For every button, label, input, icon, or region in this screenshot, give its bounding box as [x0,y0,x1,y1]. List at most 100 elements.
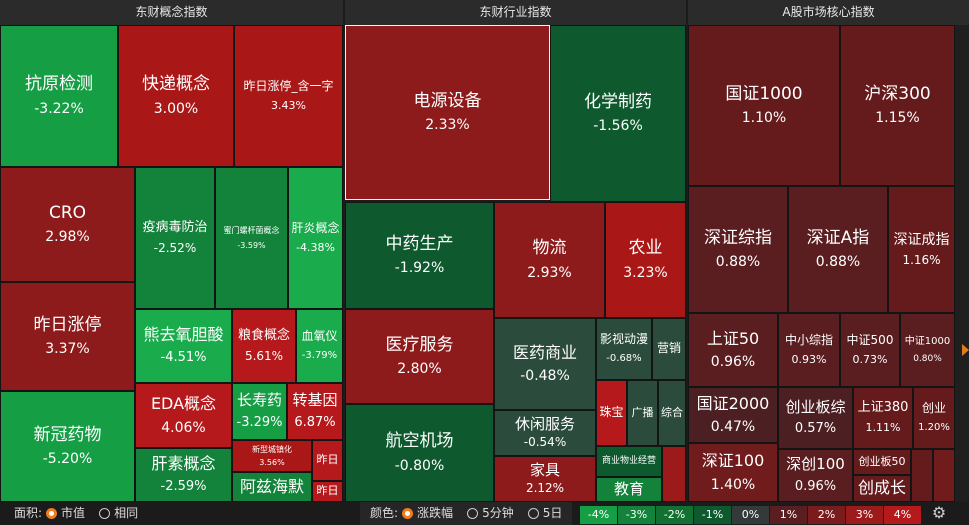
tile-yesterday-small-1[interactable]: 昨日 [312,440,343,481]
color-change-label[interactable]: 涨跌幅 [417,506,454,520]
tile-jewelry[interactable]: 珠宝 [596,380,627,446]
right-edge-strip [955,25,969,502]
tile-comprehensive[interactable]: 综合 [658,380,686,446]
color-change-radio[interactable] [402,508,414,519]
tile-chinext-50[interactable]: 创业板50 [853,449,911,475]
concept-index-header: 东财概念指数 [0,0,343,25]
tile-sz-composite[interactable]: 深证综指 0.88% [688,186,788,313]
tile-change: 3.23% [623,264,668,281]
tile-change: -2.59% [160,478,207,494]
color-5day-label[interactable]: 5日 [542,506,563,520]
tile-name: 肝炎概念 [291,220,340,235]
tile-change: -3.79% [301,350,338,362]
legend-cell: 3% [846,506,883,524]
tile-commercial-property[interactable]: 商业物业经营 [596,446,662,477]
area-control: 面积: 市值 相同 [14,502,138,525]
tile-pharma-commerce[interactable]: 医药商业 -0.48% [494,318,596,410]
tile-change: -0.68% [606,353,642,365]
tile-eda[interactable]: EDA概念 4.06% [135,383,232,448]
tile-szse-100[interactable]: 深证100 1.40% [688,443,778,502]
tile-covid-drugs[interactable]: 新冠药物 -5.20% [0,391,135,502]
tile-csi-1000[interactable]: 中证1000 0.80% [900,313,955,387]
area-marketcap-label[interactable]: 市值 [61,506,86,520]
tile-power-equipment[interactable]: 电源设备 2.33% [345,25,550,200]
color-5day-radio[interactable] [527,508,539,519]
tile-change: -5.20% [42,451,93,468]
tile-tcm-production[interactable]: 中药生产 -1.92% [345,202,494,309]
tile-name: 广播 [631,405,654,419]
tile-small-industry-a[interactable] [662,446,686,502]
tile-name: 昨日涨停 [33,314,102,335]
tile-chinext-composite[interactable]: 创业板综 0.57% [778,387,853,449]
tile-yesterday-limit-up[interactable]: 昨日涨停 3.37% [0,282,135,391]
tile-cni-2000[interactable]: 国证2000 0.47% [688,387,778,443]
settings-gear-icon[interactable]: ⚙ [931,503,947,522]
tile-alzheimer[interactable]: 阿兹海默 [232,472,312,502]
tile-express-delivery[interactable]: 快递概念 3.00% [118,25,234,167]
tile-yesterday-small-2[interactable]: 昨日 [312,481,343,502]
tile-agriculture[interactable]: 农业 3.23% [605,202,686,318]
tile-education[interactable]: 教育 [596,477,662,502]
tile-small-index-a[interactable] [911,449,933,502]
tile-hp-concept[interactable]: 蜜门螺杆菌概念 -3.59% [215,167,288,309]
tile-longevity-drugs[interactable]: 长寿药 -3.29% [232,383,287,440]
legend-cell: 2% [808,506,845,524]
tile-name: 血氧仪 [301,329,338,344]
tile-cro[interactable]: CRO 2.98% [0,167,135,282]
tile-csi-300[interactable]: 沪深300 1.15% [840,25,955,186]
legend-cell: -2% [656,506,693,524]
tile-chinext-growth[interactable]: 创成长 [853,475,911,502]
tile-change: 1.40% [710,476,756,493]
tile-grain[interactable]: 粮食概念 5.61% [232,309,296,383]
tile-name: 疫病毒防治 [142,219,208,235]
tile-csi-500[interactable]: 中证500 0.73% [840,313,900,387]
tile-broadcast[interactable]: 广播 [627,380,658,446]
tile-name: 教育 [613,479,644,498]
tile-medical-services[interactable]: 医疗服务 2.80% [345,309,494,404]
tile-chemical-pharma[interactable]: 化学制药 -1.56% [550,25,686,202]
tile-oximeter[interactable]: 血氧仪 -3.79% [296,309,343,383]
tile-yesterday-limit-up-incl[interactable]: 昨日涨停_含一字 3.43% [234,25,343,167]
tile-name: 家具 [529,460,560,479]
tile-leisure-services[interactable]: 休闲服务 -0.54% [494,410,596,456]
tile-name: 国证1000 [725,83,803,104]
tile-gmo[interactable]: 转基因 6.87% [287,383,343,440]
tile-antigen-test[interactable]: 抗原检测 -3.22% [0,25,118,167]
tile-name: 深证成指 [893,231,950,248]
tile-furniture[interactable]: 家具 2.12% [494,456,596,502]
color-5min-label[interactable]: 5分钟 [482,506,514,520]
tile-name: 国证2000 [696,393,770,413]
color-5min-radio[interactable] [467,508,479,519]
tile-name: EDA概念 [150,394,217,414]
tile-aviation-airport[interactable]: 航空机场 -0.80% [345,404,494,502]
tile-logistics[interactable]: 物流 2.93% [494,202,605,318]
tile-film-animation[interactable]: 影视动漫 -0.68% [596,318,652,380]
tile-sse-50[interactable]: 上证50 0.96% [688,313,778,387]
tile-sme-composite[interactable]: 中小综指 0.93% [778,313,840,387]
area-equal-label[interactable]: 相同 [114,506,139,520]
tile-sz-component[interactable]: 深证成指 1.16% [888,186,955,313]
tile-name: 中证500 [846,332,894,347]
tile-chinext[interactable]: 创业 1.20% [913,387,955,449]
tile-small-index-b[interactable] [933,449,955,502]
tile-hepatitis[interactable]: 肝炎概念 -4.38% [288,167,343,309]
tile-cni-1000[interactable]: 国证1000 1.10% [688,25,840,186]
tile-change: 0.88% [815,254,861,271]
tile-new-urbanization[interactable]: 新型城镇化 3.56% [232,440,312,472]
tile-udca[interactable]: 熊去氧胆酸 -4.51% [135,309,232,383]
expand-arrow-icon[interactable] [962,344,969,356]
industry-index-header: 东财行业指数 [345,0,686,25]
area-marketcap-radio[interactable] [46,508,58,519]
tile-name: 影视动漫 [599,332,648,347]
tile-change: -1.56% [593,118,643,135]
area-equal-radio[interactable] [99,508,111,519]
tile-epidemic-prevention[interactable]: 疫病毒防治 -2.52% [135,167,215,309]
tile-sz-a-index[interactable]: 深证A指 0.88% [788,186,888,313]
tile-marketing[interactable]: 营销 [652,318,686,380]
tile-shen-chuang-100[interactable]: 深创100 0.96% [778,449,853,502]
tile-sse-380[interactable]: 上证380 1.11% [853,387,913,449]
tile-heparin[interactable]: 肝素概念 -2.59% [135,448,232,502]
tile-change: 3.37% [45,341,90,358]
tile-name: 综合 [661,405,683,419]
tile-change: -0.80% [394,457,445,474]
